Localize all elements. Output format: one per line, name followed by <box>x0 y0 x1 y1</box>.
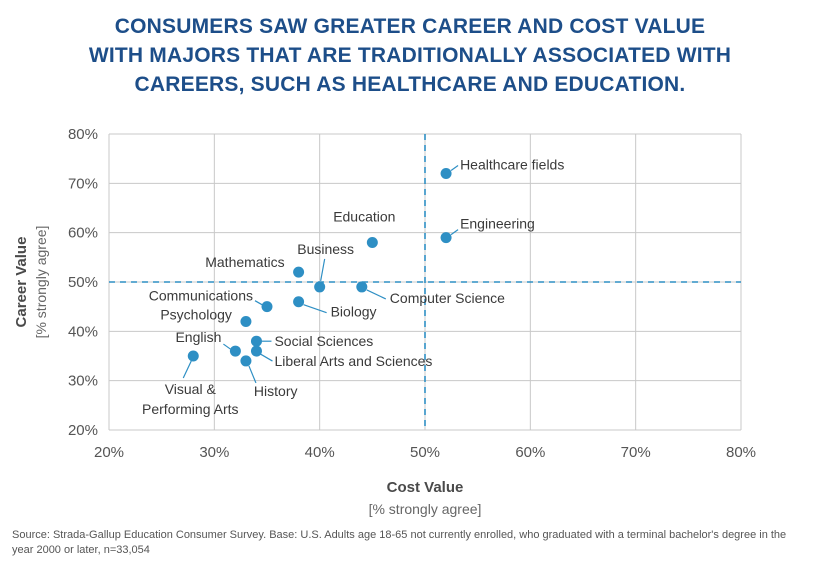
leader-line <box>450 164 459 171</box>
y-tick-label: 30% <box>68 373 98 390</box>
point-label: Psychology <box>160 306 232 322</box>
leader-line <box>248 365 257 384</box>
point-label-line: Performing Arts <box>142 401 238 417</box>
data-point <box>293 266 305 278</box>
data-point <box>240 355 252 367</box>
data-point <box>440 167 452 179</box>
data-point <box>440 232 452 244</box>
y-tick-label: 70% <box>68 175 98 192</box>
leader-line <box>260 353 273 362</box>
point-label: Communications <box>149 288 253 304</box>
chart-title: CONSUMERS SAW GREATER CAREER AND COST VA… <box>60 12 760 99</box>
point-label-line: Visual & <box>165 381 217 397</box>
point-label: Social Sciences <box>274 333 373 349</box>
point-label: Healthcare fields <box>460 156 564 172</box>
data-point <box>240 315 252 327</box>
point-label: History <box>254 383 298 399</box>
point-label: Education <box>333 209 395 225</box>
leader-line <box>223 343 231 350</box>
x-axis-title: Cost Value <box>387 479 464 496</box>
chart-title-line-3: CAREERS, SUCH AS HEALTHCARE AND EDUCATIO… <box>134 73 686 96</box>
data-point <box>250 345 262 357</box>
y-tick-label: 20% <box>68 422 98 439</box>
chart-title-line-1: CONSUMERS SAW GREATER CAREER AND COST VA… <box>114 15 706 38</box>
x-tick-label: 50% <box>410 444 440 461</box>
scatter-chart: 20% 30% 40% 50% 60% 70% 80% 20% 30% 40% 50% 60% 70% 8… <box>13 126 756 517</box>
chart-title-line-2: WITH MAJORS THAT ARE TRADITIONALLY ASSOC… <box>88 44 732 67</box>
data-point <box>229 345 241 357</box>
point-label: Liberal Arts and Sciences <box>274 353 432 369</box>
y-tick-label: 80% <box>68 126 98 143</box>
x-tick-label: 20% <box>94 444 124 461</box>
y-tick-label: 60% <box>68 225 98 242</box>
x-tick-label: 30% <box>199 444 229 461</box>
point-label: Visual & Performing Arts <box>142 381 238 417</box>
data-point <box>261 301 273 313</box>
leader-line <box>254 300 263 306</box>
data-point <box>366 237 378 249</box>
y-axis-title: Career Value <box>13 237 30 328</box>
data-point <box>314 281 326 293</box>
x-tick-label: 70% <box>621 444 651 461</box>
data-point <box>250 335 262 347</box>
point-label: Computer Science <box>390 290 505 306</box>
leader-line <box>303 304 327 314</box>
x-tick-label: 80% <box>726 444 756 461</box>
data-point <box>356 281 368 293</box>
y-tick-label: 40% <box>68 323 98 340</box>
leader-line <box>182 360 192 379</box>
x-tick-label: 60% <box>515 444 545 461</box>
x-tick-label: 40% <box>305 444 335 461</box>
source-note: Source: Strada-Gallup Education Consumer… <box>12 529 787 556</box>
point-label: Biology <box>331 304 377 320</box>
leader-line <box>450 229 459 236</box>
data-point <box>293 296 305 308</box>
leader-line <box>366 289 387 300</box>
point-label: Engineering <box>460 216 535 232</box>
y-axis-subtitle: [% strongly agree] <box>33 226 49 339</box>
point-label: English <box>175 329 221 345</box>
point-label: Business <box>297 241 354 257</box>
point-label: Mathematics <box>205 254 284 270</box>
data-point <box>187 350 199 362</box>
x-axis-subtitle: [% strongly agree] <box>369 501 482 517</box>
y-tick-label: 50% <box>68 274 98 291</box>
leader-line <box>320 258 326 282</box>
